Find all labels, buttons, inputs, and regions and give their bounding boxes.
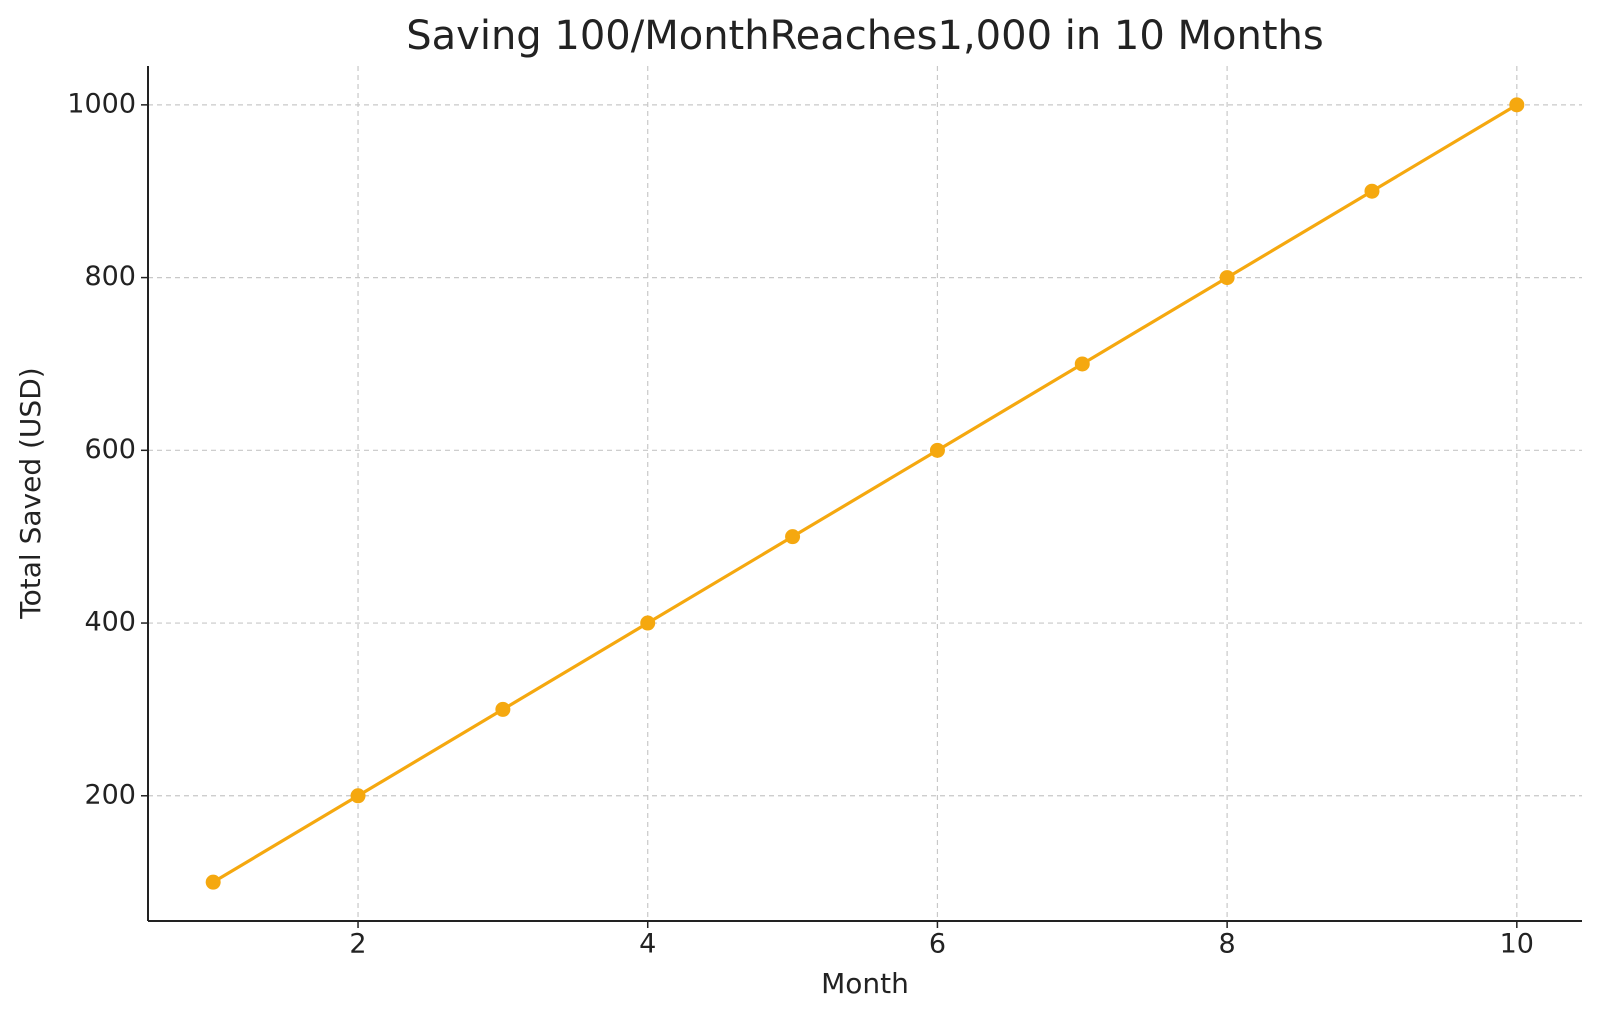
y-tick-label: 1000 [67, 88, 136, 119]
data-point [495, 701, 511, 717]
x-tick-label: 4 [639, 929, 656, 960]
data-point [205, 874, 221, 890]
data-line [212, 103, 1518, 884]
y-tick-label: 200 [84, 779, 136, 810]
x-axis-label: Month [821, 967, 909, 1000]
x-tick-label: 6 [929, 929, 946, 960]
data-point [929, 442, 945, 458]
chart-title: Saving 100/MonthReaches1,000 in 10 Month… [406, 13, 1323, 59]
data-point [1364, 183, 1380, 199]
data-point [1219, 270, 1235, 286]
data-point [350, 788, 366, 804]
data-point [785, 529, 801, 545]
data-point [640, 615, 656, 631]
x-tick-label: 2 [349, 929, 366, 960]
x-tick-label: 10 [1500, 929, 1534, 960]
data-point [1074, 356, 1090, 372]
y-axis-label: Total Saved (USD) [14, 367, 47, 619]
y-tick-label: 800 [84, 261, 136, 292]
y-tick-label: 400 [84, 607, 136, 638]
data-point [1509, 97, 1525, 113]
y-tick-label: 600 [84, 434, 136, 465]
x-tick-label: 8 [1219, 929, 1236, 960]
